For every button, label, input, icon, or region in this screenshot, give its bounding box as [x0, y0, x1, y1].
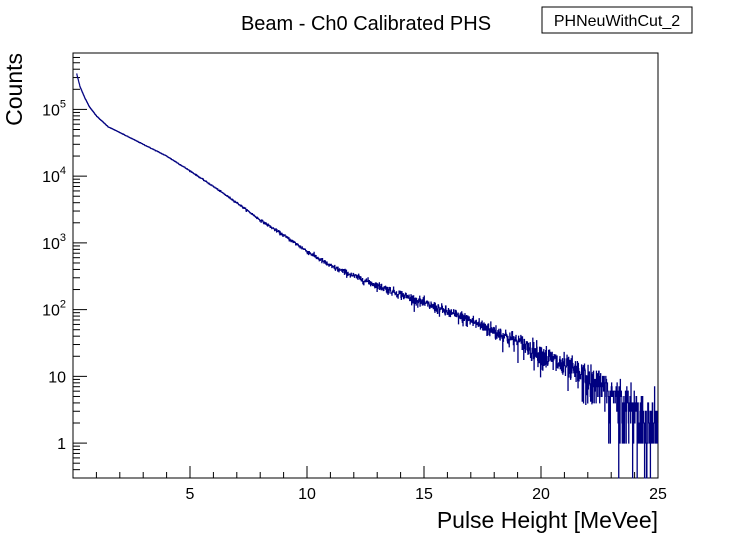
y-tick-label: 102	[42, 299, 66, 320]
x-tick-label: 20	[532, 486, 550, 503]
x-axis-ticks	[95, 466, 659, 478]
y-tick-label: 1	[57, 436, 66, 453]
x-axis-label: Pulse Height [MeVee]	[437, 507, 658, 533]
y-tick-label: 10	[48, 369, 66, 386]
y-tick-label: 105	[42, 98, 66, 119]
y-axis-tick-labels: 1 10 102 103 104 105	[42, 98, 66, 453]
x-axis-tick-labels: 5 10 15 20 25	[186, 486, 667, 503]
stat-box-frame	[541, 6, 693, 34]
y-tick-label: 103	[42, 232, 66, 253]
stat-box-label: PHNeuWithCut_2	[554, 13, 680, 30]
chart-title: Beam - Ch0 Calibrated PHS	[241, 13, 491, 35]
series-line	[76, 73, 659, 479]
plot-area: 5 10 15 20 25 1 10 102 103 104 105	[42, 52, 667, 503]
x-tick-label: 10	[298, 486, 316, 503]
y-axis-ticks	[73, 52, 87, 479]
x-tick-label: 25	[649, 486, 667, 503]
x-tick-label: 5	[186, 486, 195, 503]
x-tick-label: 15	[415, 486, 433, 503]
y-axis-label: Counts	[1, 53, 27, 126]
y-tick-label: 104	[42, 165, 66, 186]
stat-box: PHNeuWithCut_2	[541, 6, 693, 34]
plot-frame	[72, 52, 659, 479]
